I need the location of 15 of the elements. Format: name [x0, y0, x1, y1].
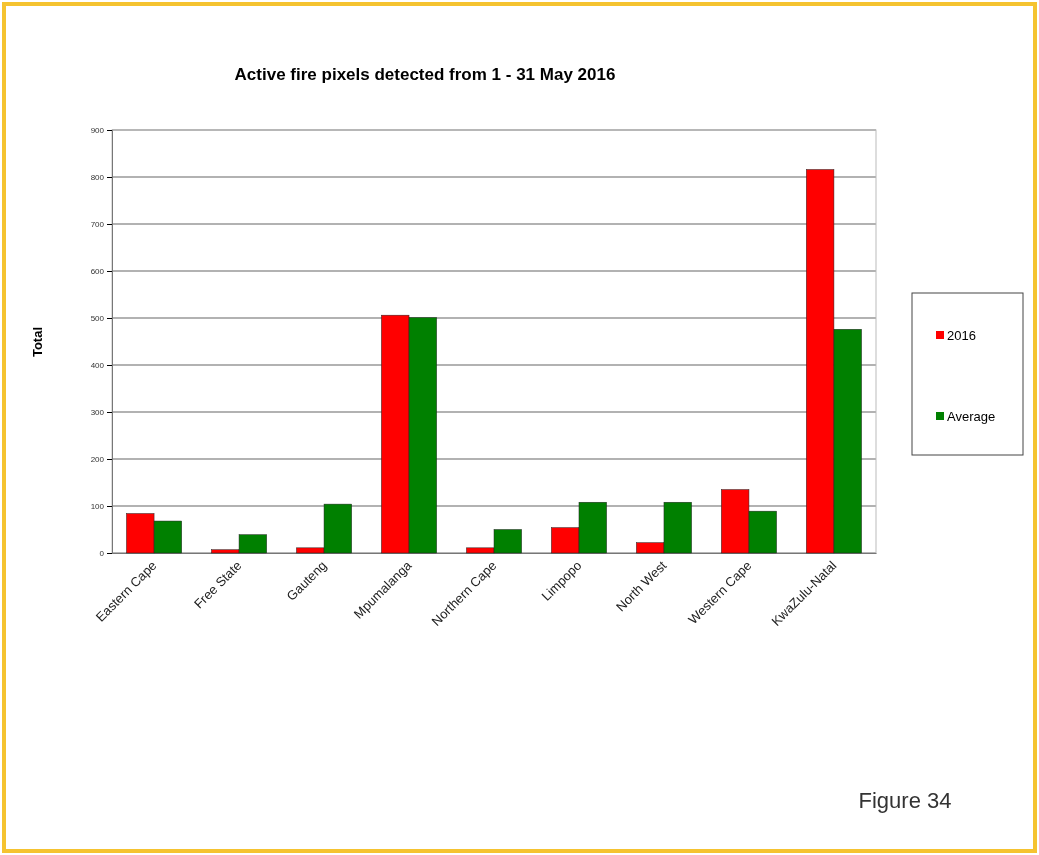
caption: Figure 34	[858, 788, 952, 813]
y-tick-label: 0	[99, 549, 105, 559]
y-tick-label: 600	[90, 267, 105, 277]
y-tick-label: 500	[90, 314, 105, 324]
y-tick-label: 300	[90, 408, 105, 418]
y-axis-title: Total	[30, 326, 45, 358]
legend-label: Average	[947, 409, 996, 424]
y-tick-label: 400	[90, 361, 105, 371]
legend-label: 2016	[947, 328, 976, 343]
y-tick-label: 900	[90, 126, 105, 136]
y-tick-label: 800	[90, 173, 105, 183]
y-tick-label: 100	[90, 502, 105, 512]
y-tick-label: 200	[90, 455, 105, 465]
y-tick-label: 700	[90, 220, 105, 230]
chart-title: Active fire pixels detected from 1 - 31 May 2016	[234, 65, 616, 84]
